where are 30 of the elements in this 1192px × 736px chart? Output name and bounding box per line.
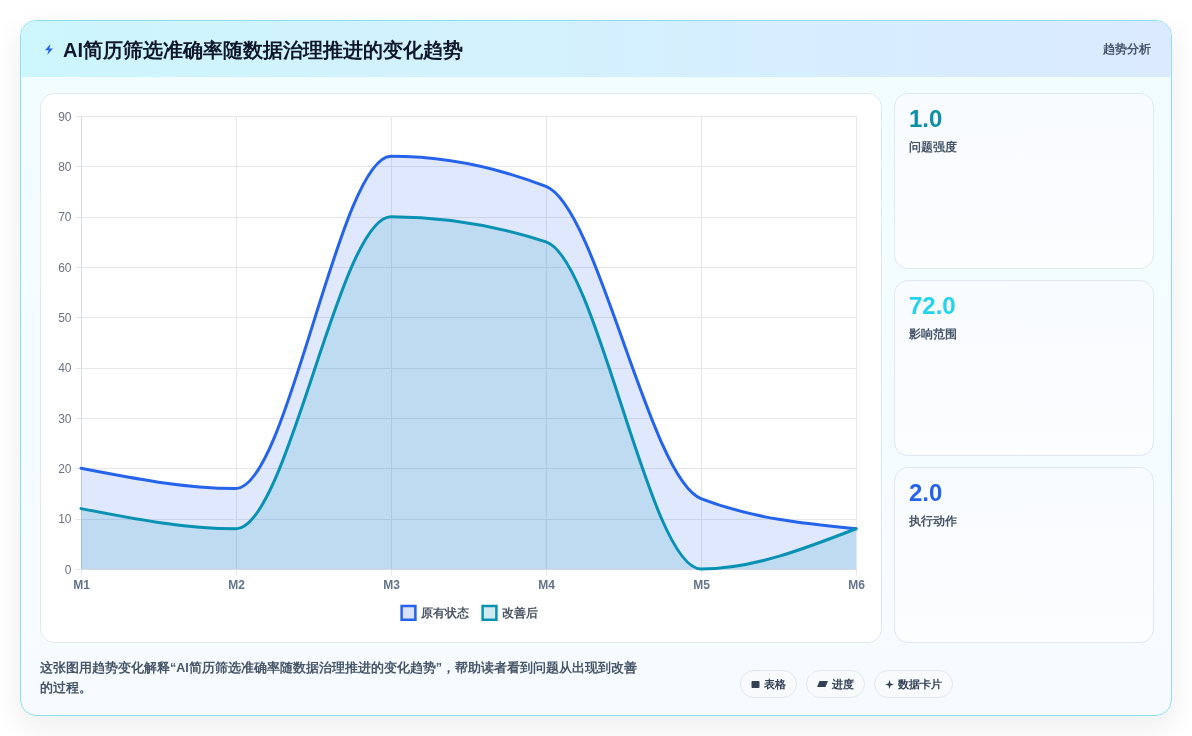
y-tick-label: 0 bbox=[64, 562, 72, 577]
text: 这张图用趋势变化解释“AI简历筛选准确率随数据治理推进的变化趋势”，帮助读者看到问题从出现到改善的过程。 bbox=[40, 659, 638, 697]
legend-label: 改善后 bbox=[502, 605, 538, 620]
y-tick-label: 40 bbox=[58, 361, 72, 376]
legend-label: 原有状态 bbox=[420, 605, 470, 620]
y-tick-label: 50 bbox=[58, 310, 72, 325]
y-tick-label: 70 bbox=[58, 210, 72, 225]
y-tick-label: 80 bbox=[58, 159, 72, 174]
y-tick-label: 90 bbox=[58, 109, 72, 124]
text: 进度 bbox=[832, 676, 854, 692]
chart-title: AI简历筛选准确率随数据治理推进的变化趋势 bbox=[63, 38, 463, 63]
y-tick-label: 60 bbox=[58, 260, 72, 275]
text: 数据卡片 bbox=[898, 676, 942, 692]
y-tick-label: 30 bbox=[58, 411, 72, 426]
x-tick-label: M4 bbox=[538, 577, 556, 592]
text: 1.0 bbox=[909, 105, 943, 133]
text: 72.0 bbox=[909, 292, 956, 320]
x-tick-label: M2 bbox=[228, 577, 246, 592]
y-tick-label: 10 bbox=[58, 512, 72, 527]
text: 表格 bbox=[764, 676, 786, 692]
text: 趋势分析 bbox=[1103, 41, 1151, 58]
text: 2.0 bbox=[909, 479, 943, 507]
text: 影响范围 bbox=[909, 326, 957, 343]
x-tick-label: M3 bbox=[383, 577, 401, 592]
x-tick-label: M1 bbox=[73, 577, 91, 592]
text: 问题强度 bbox=[909, 139, 957, 156]
text: 执行动作 bbox=[909, 513, 957, 530]
y-tick-label: 20 bbox=[58, 461, 72, 476]
x-tick-label: M6 bbox=[848, 577, 866, 592]
x-tick-label: M5 bbox=[693, 577, 711, 592]
